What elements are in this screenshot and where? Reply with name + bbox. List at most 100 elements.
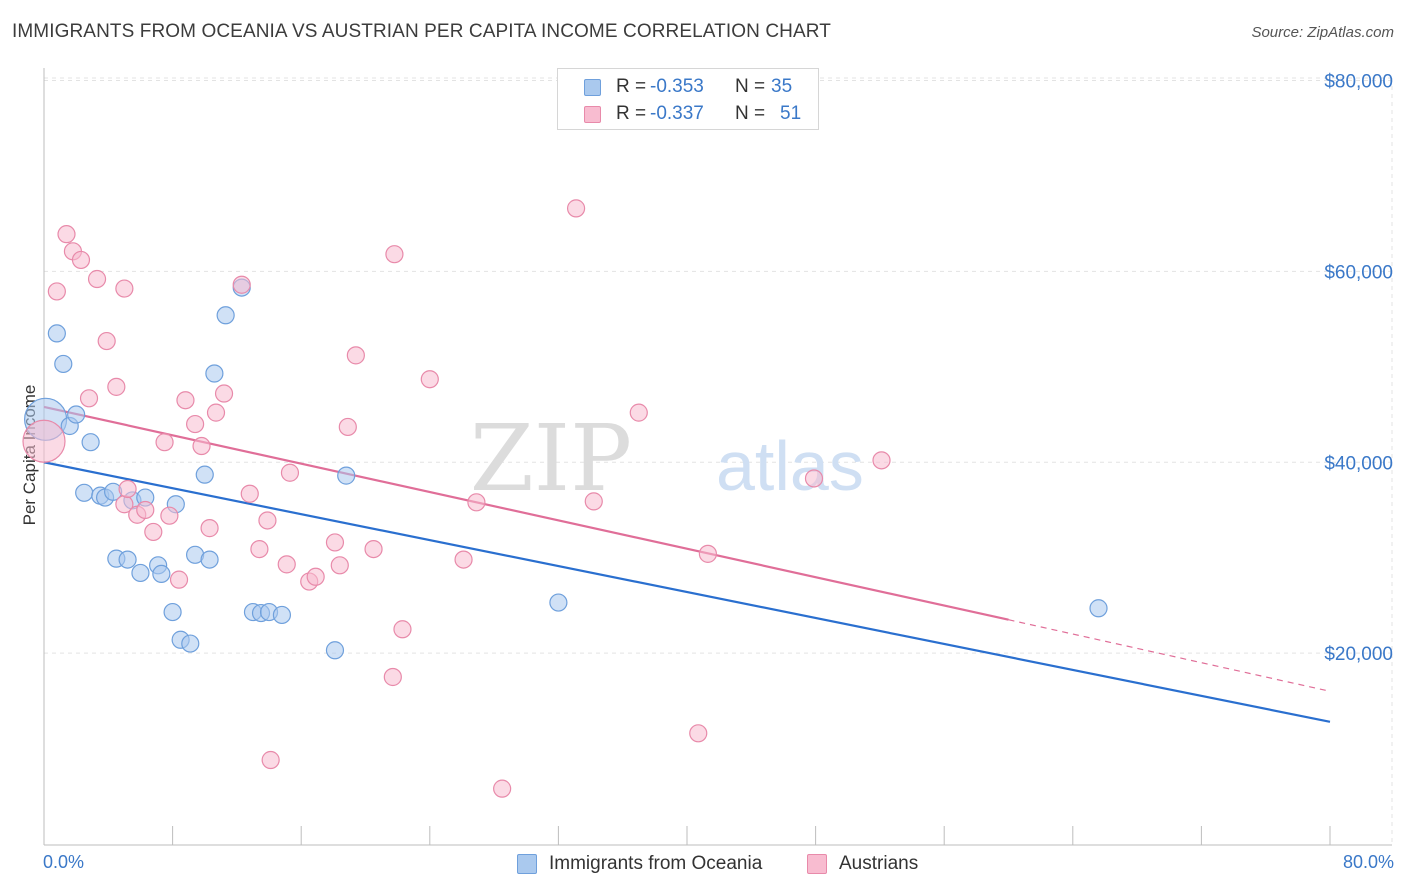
austrians-point	[467, 493, 486, 512]
austrians-trend-extension	[1008, 619, 1331, 692]
n-label: N =	[735, 103, 766, 124]
austrians-point	[393, 620, 412, 639]
stats-legend: R = -0.353 N = 35 R = -0.337 N = 51	[557, 68, 819, 130]
austrians-point	[186, 414, 205, 434]
austrians-point	[176, 391, 195, 410]
y-tick-label: $60,000	[1324, 262, 1393, 283]
austrians-point	[240, 484, 259, 503]
austrians-point	[330, 556, 349, 575]
austrians-point	[206, 403, 226, 422]
y-tick-label: $20,000	[1324, 644, 1393, 665]
austrians-point	[385, 245, 404, 264]
austrians-point	[250, 539, 269, 559]
austrians-point	[689, 724, 708, 743]
chart-title: IMMIGRANTS FROM OCEANIA VS AUSTRIAN PER …	[12, 21, 831, 42]
austrians-point	[155, 433, 174, 452]
oceania-point	[195, 465, 214, 484]
swatch-blue	[584, 79, 601, 96]
austrians-point	[57, 225, 76, 244]
austrians-point	[277, 555, 296, 574]
swatch-pink	[584, 106, 601, 123]
austrians-point	[364, 539, 383, 559]
oceania-point	[81, 433, 100, 452]
austrians-point	[47, 282, 66, 301]
stats-row-austrians: R = -0.337 N = 51	[558, 101, 818, 127]
austrians-point	[280, 463, 300, 482]
oceania-point	[152, 564, 171, 584]
austrians-point	[804, 469, 824, 488]
austrians-point	[629, 403, 648, 422]
oceania-point	[163, 602, 182, 622]
austrians-point	[71, 250, 91, 270]
austrians-point	[169, 570, 189, 589]
austrians-point	[872, 451, 891, 470]
oceania-point	[272, 605, 292, 625]
oceania-point	[205, 364, 224, 383]
austrians-point	[493, 779, 512, 798]
oceania-point	[54, 354, 73, 374]
austrians-point	[79, 389, 99, 408]
oceania-trend-line	[43, 461, 1331, 723]
austrians-point	[383, 667, 402, 687]
watermark-atlas: atlas	[716, 427, 864, 505]
austrians-point	[584, 492, 603, 511]
data-points	[22, 199, 1108, 798]
r-label: R =	[616, 76, 647, 97]
austrians-point	[420, 370, 439, 389]
stats-row-oceania: R = -0.353 N = 35	[558, 74, 818, 100]
swatch-blue	[517, 854, 537, 874]
austrians-point	[192, 436, 211, 456]
n-value: 35	[771, 76, 793, 97]
r-label: R =	[616, 103, 647, 124]
austrians-point	[144, 522, 163, 542]
swatch-pink	[807, 854, 827, 874]
austrians-point	[454, 550, 473, 569]
oceania-point	[200, 550, 219, 569]
austrians-point	[115, 279, 134, 298]
oceania-point	[549, 593, 568, 612]
y-tick-label: $80,000	[1324, 72, 1393, 93]
austrians-point	[97, 331, 116, 351]
austrians-point	[136, 500, 155, 520]
austrians-point	[338, 417, 357, 437]
y-tick-label: $40,000	[1324, 453, 1393, 474]
oceania-point	[181, 634, 200, 653]
austrians-point	[160, 506, 179, 525]
x-tick-min: 0.0%	[43, 852, 85, 872]
austrians-point	[200, 519, 219, 538]
oceania-point	[67, 405, 86, 424]
austrians-point	[698, 544, 717, 563]
austrians-point	[87, 269, 107, 289]
austrians-point	[258, 511, 277, 530]
r-value: -0.337	[650, 103, 704, 124]
austrians-point	[107, 377, 126, 396]
austrians-point	[566, 199, 586, 218]
watermark-zip: ZIP	[470, 405, 632, 512]
n-label: N =	[735, 76, 766, 97]
oceania-point	[325, 641, 345, 660]
austrians-point	[118, 479, 137, 499]
oceania-point	[118, 550, 137, 569]
austrians-point	[325, 533, 345, 552]
r-value: -0.353	[650, 76, 704, 97]
series-legend: Immigrants from Oceania Austrians	[0, 852, 1406, 878]
austrians-point	[214, 384, 234, 403]
x-tick-max: 80.0%	[1342, 852, 1394, 872]
legend-label: Immigrants from Oceania	[549, 853, 763, 874]
trend-lines	[43, 405, 1331, 723]
source-credit: Source: ZipAtlas.com	[1251, 24, 1394, 41]
austrians-point	[346, 346, 365, 365]
oceania-point	[337, 466, 356, 485]
oceania-point	[131, 563, 150, 583]
watermark: ZIP atlas	[470, 405, 864, 512]
austrians-point	[306, 567, 325, 586]
oceania-point	[216, 306, 235, 325]
austrians-point	[261, 750, 280, 770]
oceania-point	[1089, 599, 1108, 618]
austrians-point	[232, 275, 251, 294]
legend-label: Austrians	[839, 853, 919, 874]
oceania-point	[75, 483, 94, 502]
oceania-point	[47, 324, 66, 343]
n-value: 51	[780, 103, 802, 124]
